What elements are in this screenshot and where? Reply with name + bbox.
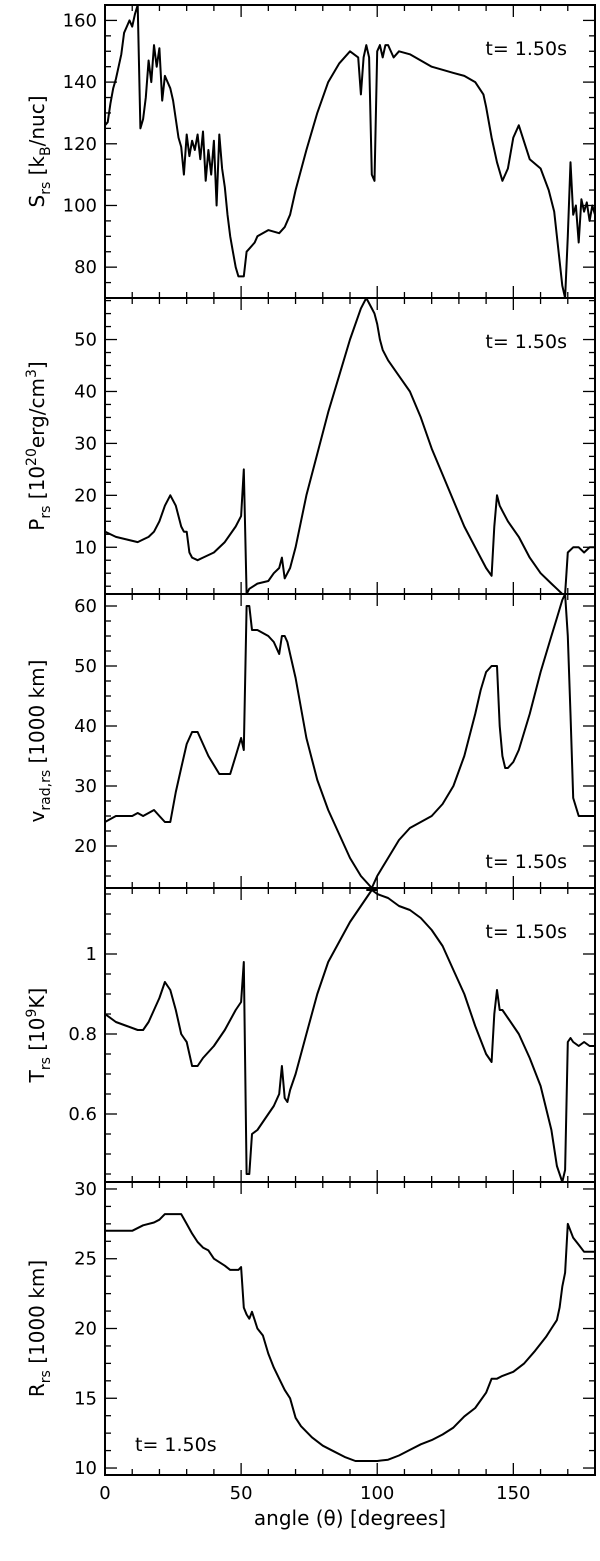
panel-1: 80 100 120 140 160 t= 1.50s Srs [kB/nuc] [25, 4, 596, 299]
y-tick-label: 20 [74, 1319, 97, 1340]
x-tick-label: 50 [230, 1483, 253, 1504]
y-tick-label: 15 [74, 1388, 97, 1409]
time-annotation: t= 1.50s [485, 331, 567, 353]
y-tick-label: 140 [63, 72, 97, 93]
time-annotation: t= 1.50s [485, 38, 567, 60]
y-axis-label: Prs [1020erg/cm3] [24, 361, 54, 530]
series-line-2-1 [105, 298, 595, 594]
y-label-symbol: R [25, 1383, 49, 1397]
panel-3: 20 30 40 50 60 t= 1.50s vrad,rs [1000 km] [25, 593, 596, 889]
y-label-unit-part: [k [25, 156, 49, 182]
series-line-3-2 [366, 594, 595, 888]
time-annotation: t= 1.50s [135, 1434, 217, 1456]
y-label-unit-part: 20 [24, 448, 40, 466]
y-tick-label: 30 [74, 433, 97, 454]
y-label-unit-part: B [38, 146, 54, 156]
y-label-subscript: rs [38, 506, 54, 519]
y-label-unit-part: [1000 km] [25, 1260, 49, 1370]
x-tick-label: 150 [496, 1483, 530, 1504]
series-line-3-1 [105, 605, 378, 888]
x-axis-label: angle (θ) [degrees] [254, 1506, 446, 1530]
y-label-subscript: rs [38, 182, 54, 195]
y-label-subscript: rad,rs [38, 770, 54, 811]
y-tick-label: 0.6 [68, 1104, 97, 1125]
y-label-unit-part: [10 [25, 1017, 49, 1057]
y-tick-label: 0.8 [68, 1024, 97, 1045]
time-annotation: t= 1.50s [485, 921, 567, 943]
y-label-symbol: P [25, 519, 49, 531]
y-tick-label: 60 [74, 596, 97, 617]
y-tick-label: 20 [74, 836, 97, 857]
y-tick-label: 25 [74, 1249, 97, 1270]
y-axis-label: Srs [kB/nuc] [25, 95, 54, 207]
y-label-unit-part: 3 [24, 369, 40, 378]
x-tick-label: 100 [360, 1483, 394, 1504]
y-axis-label: vrad,rs [1000 km] [25, 660, 54, 823]
y-label-unit-part: K] [25, 988, 49, 1009]
y-tick-label: 40 [74, 716, 97, 737]
y-label-unit-part: [1000 km] [25, 660, 49, 770]
y-tick-label: 120 [63, 134, 97, 155]
y-tick-label: 10 [74, 1458, 97, 1479]
y-label-unit-part: ] [25, 361, 49, 369]
y-tick-label: 160 [63, 10, 97, 31]
y-axis-label: Rrs [1000 km] [25, 1260, 54, 1397]
series-line-1-1 [105, 5, 595, 298]
y-tick-label: 100 [63, 195, 97, 216]
y-tick-label: 40 [74, 381, 97, 402]
y-label-unit-part: 9 [24, 1009, 40, 1018]
x-tick-label: 0 [99, 1483, 110, 1504]
y-label-subscript: rs [38, 1057, 54, 1070]
y-tick-label: 20 [74, 485, 97, 506]
plot-frame [104, 1181, 596, 1476]
y-tick-label: 30 [74, 1179, 97, 1200]
time-annotation: t= 1.50s [485, 851, 567, 873]
y-label-symbol: S [25, 195, 49, 208]
panel-4: 0.6 0.8 1 t= 1.50s Trs [109K] [24, 887, 596, 1183]
y-tick-label: 30 [74, 776, 97, 797]
y-label-unit-part: [10 [25, 466, 49, 506]
y-tick-label: 1 [86, 944, 97, 965]
series-line-4-1 [105, 889, 378, 1175]
y-label-subscript: rs [38, 1370, 54, 1383]
y-label-unit-part: /nuc] [25, 95, 49, 146]
series-line-4-2 [366, 889, 595, 1182]
series-line-5-1 [105, 1213, 595, 1462]
y-label-symbol: v [25, 810, 49, 822]
y-axis-label: Trs [109K] [24, 988, 54, 1084]
panel-5: 10 15 20 25 30 0 50 100 150 angle (θ) [degrees] t=… [25, 1179, 596, 1530]
y-tick-label: 50 [74, 330, 97, 351]
y-tick-label: 80 [74, 257, 97, 278]
y-tick-label: 50 [74, 656, 97, 677]
y-label-unit-part: erg/cm [25, 378, 49, 448]
y-label-symbol: T [25, 1069, 49, 1083]
y-tick-label: 10 [74, 537, 97, 558]
